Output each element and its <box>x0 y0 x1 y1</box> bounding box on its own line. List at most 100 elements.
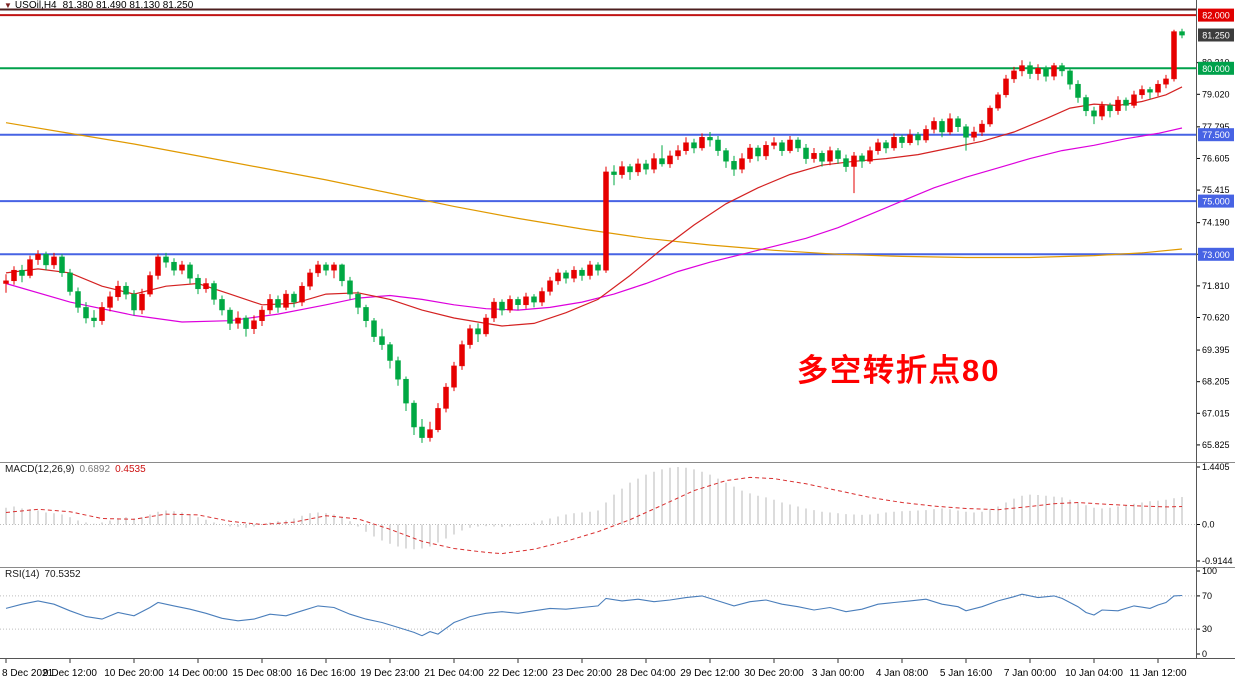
candle-body <box>91 317 97 321</box>
candle-body <box>259 309 265 321</box>
candle-body <box>283 293 289 308</box>
macd-main-value: 0.6892 <box>79 464 111 475</box>
candle-body <box>763 145 769 157</box>
candle-body <box>851 155 857 167</box>
candle-body <box>899 137 905 143</box>
candle-body <box>891 137 897 149</box>
candle-body <box>515 299 521 305</box>
candle-body <box>235 317 241 324</box>
price-axis-label: 69.395 <box>1202 345 1230 355</box>
candle-body <box>171 261 177 271</box>
candle-body <box>379 336 385 345</box>
candle-body <box>563 272 569 279</box>
candle-body <box>875 142 881 151</box>
time-axis-label: 5 Jan 16:00 <box>940 668 993 679</box>
candle-body <box>619 166 625 175</box>
candle-body <box>483 317 489 335</box>
candle-body <box>1027 65 1033 74</box>
candle-body <box>987 107 993 125</box>
candle-body <box>883 142 889 149</box>
rsi-axis-label: 100 <box>1202 566 1217 576</box>
price-level-badge <box>1198 8 1234 22</box>
price-axis-label: 67.015 <box>1202 408 1230 418</box>
candle-body <box>35 254 41 260</box>
time-axis-label: 19 Dec 23:00 <box>360 668 420 679</box>
candle-body <box>155 256 161 276</box>
time-axis-label: 30 Dec 20:00 <box>744 668 804 679</box>
candle-body <box>971 131 977 138</box>
candle-body <box>827 150 833 162</box>
time-axis-label: 22 Dec 12:00 <box>488 668 548 679</box>
rsi-axis-label: 0 <box>1202 649 1207 659</box>
candle-body <box>507 299 513 311</box>
candle-body <box>795 139 801 149</box>
candle-body <box>1091 110 1097 117</box>
price-axis-label: 76.605 <box>1202 153 1230 163</box>
candle-body <box>1067 70 1073 85</box>
candle-body <box>747 147 753 159</box>
time-axis-label: 3 Jan 00:00 <box>812 668 865 679</box>
time-axis-label: 9 Dec 12:00 <box>43 668 97 679</box>
candle-body <box>859 155 865 162</box>
time-axis-label: 8 Dec 2021 <box>2 668 54 679</box>
price-axis-label: 68.205 <box>1202 377 1230 387</box>
rsi-axis-label: 70 <box>1202 591 1212 601</box>
rsi-axis-label: 30 <box>1202 624 1212 634</box>
candle-body <box>1019 65 1025 72</box>
macd-axis-label: -0.9144 <box>1202 556 1233 566</box>
candle-body <box>1179 31 1185 36</box>
candle-body <box>131 293 137 311</box>
chart-annotation-text[interactable]: 多空转折点80 <box>797 353 1001 388</box>
rsi-line <box>5 593 1183 637</box>
candle-body <box>75 291 81 308</box>
candle-body <box>811 153 817 159</box>
candle-body <box>659 158 665 165</box>
candle-body <box>955 118 961 127</box>
candle-body <box>419 426 425 438</box>
candle-body <box>995 94 1001 109</box>
price-level-badge <box>1198 194 1234 208</box>
candle-body <box>1123 99 1129 106</box>
candle-body <box>27 259 33 276</box>
time-axis-label: 16 Dec 16:00 <box>296 668 356 679</box>
time-axis-label: 29 Dec 12:00 <box>680 668 740 679</box>
candle-body <box>675 150 681 157</box>
candle-body <box>467 328 473 345</box>
candle-body <box>219 299 225 311</box>
candle-body <box>275 299 281 308</box>
candle-body <box>395 360 401 380</box>
candle-body <box>411 402 417 428</box>
ma-fast-red <box>5 86 1183 327</box>
candle-body <box>715 139 721 151</box>
candle-body <box>459 344 465 367</box>
candle-body <box>51 256 57 266</box>
candle-body <box>1155 83 1161 93</box>
price-level-badge-text: 80.000 <box>1202 64 1230 74</box>
price-axis-label: 71.810 <box>1202 281 1230 291</box>
candle-body <box>1131 94 1137 106</box>
candle-body <box>227 309 233 324</box>
candle-body <box>539 291 545 303</box>
candle-body <box>803 147 809 159</box>
candle-body <box>163 256 169 263</box>
price-level-badge-text: 75.000 <box>1202 197 1230 207</box>
price-axis-label: 79.020 <box>1202 89 1230 99</box>
time-axis-label: 10 Jan 04:00 <box>1065 668 1123 679</box>
candle-body <box>99 307 105 321</box>
rsi-value: 70.5352 <box>44 569 81 580</box>
candle-body <box>347 280 353 295</box>
candle-body <box>1083 97 1089 112</box>
candle-body <box>651 158 657 170</box>
price-axis-label: 75.415 <box>1202 185 1230 195</box>
rsi-name: RSI(14) <box>5 569 40 580</box>
macd-axis-label: 1.4405 <box>1202 462 1230 472</box>
candle-body <box>339 264 345 282</box>
candle-body <box>1059 65 1065 72</box>
macd-signal-line <box>5 476 1183 555</box>
candle-body <box>323 264 329 271</box>
candle-body <box>1147 89 1153 93</box>
candle-body <box>1011 70 1017 80</box>
candle-body <box>835 150 841 159</box>
candle-body <box>771 142 777 146</box>
